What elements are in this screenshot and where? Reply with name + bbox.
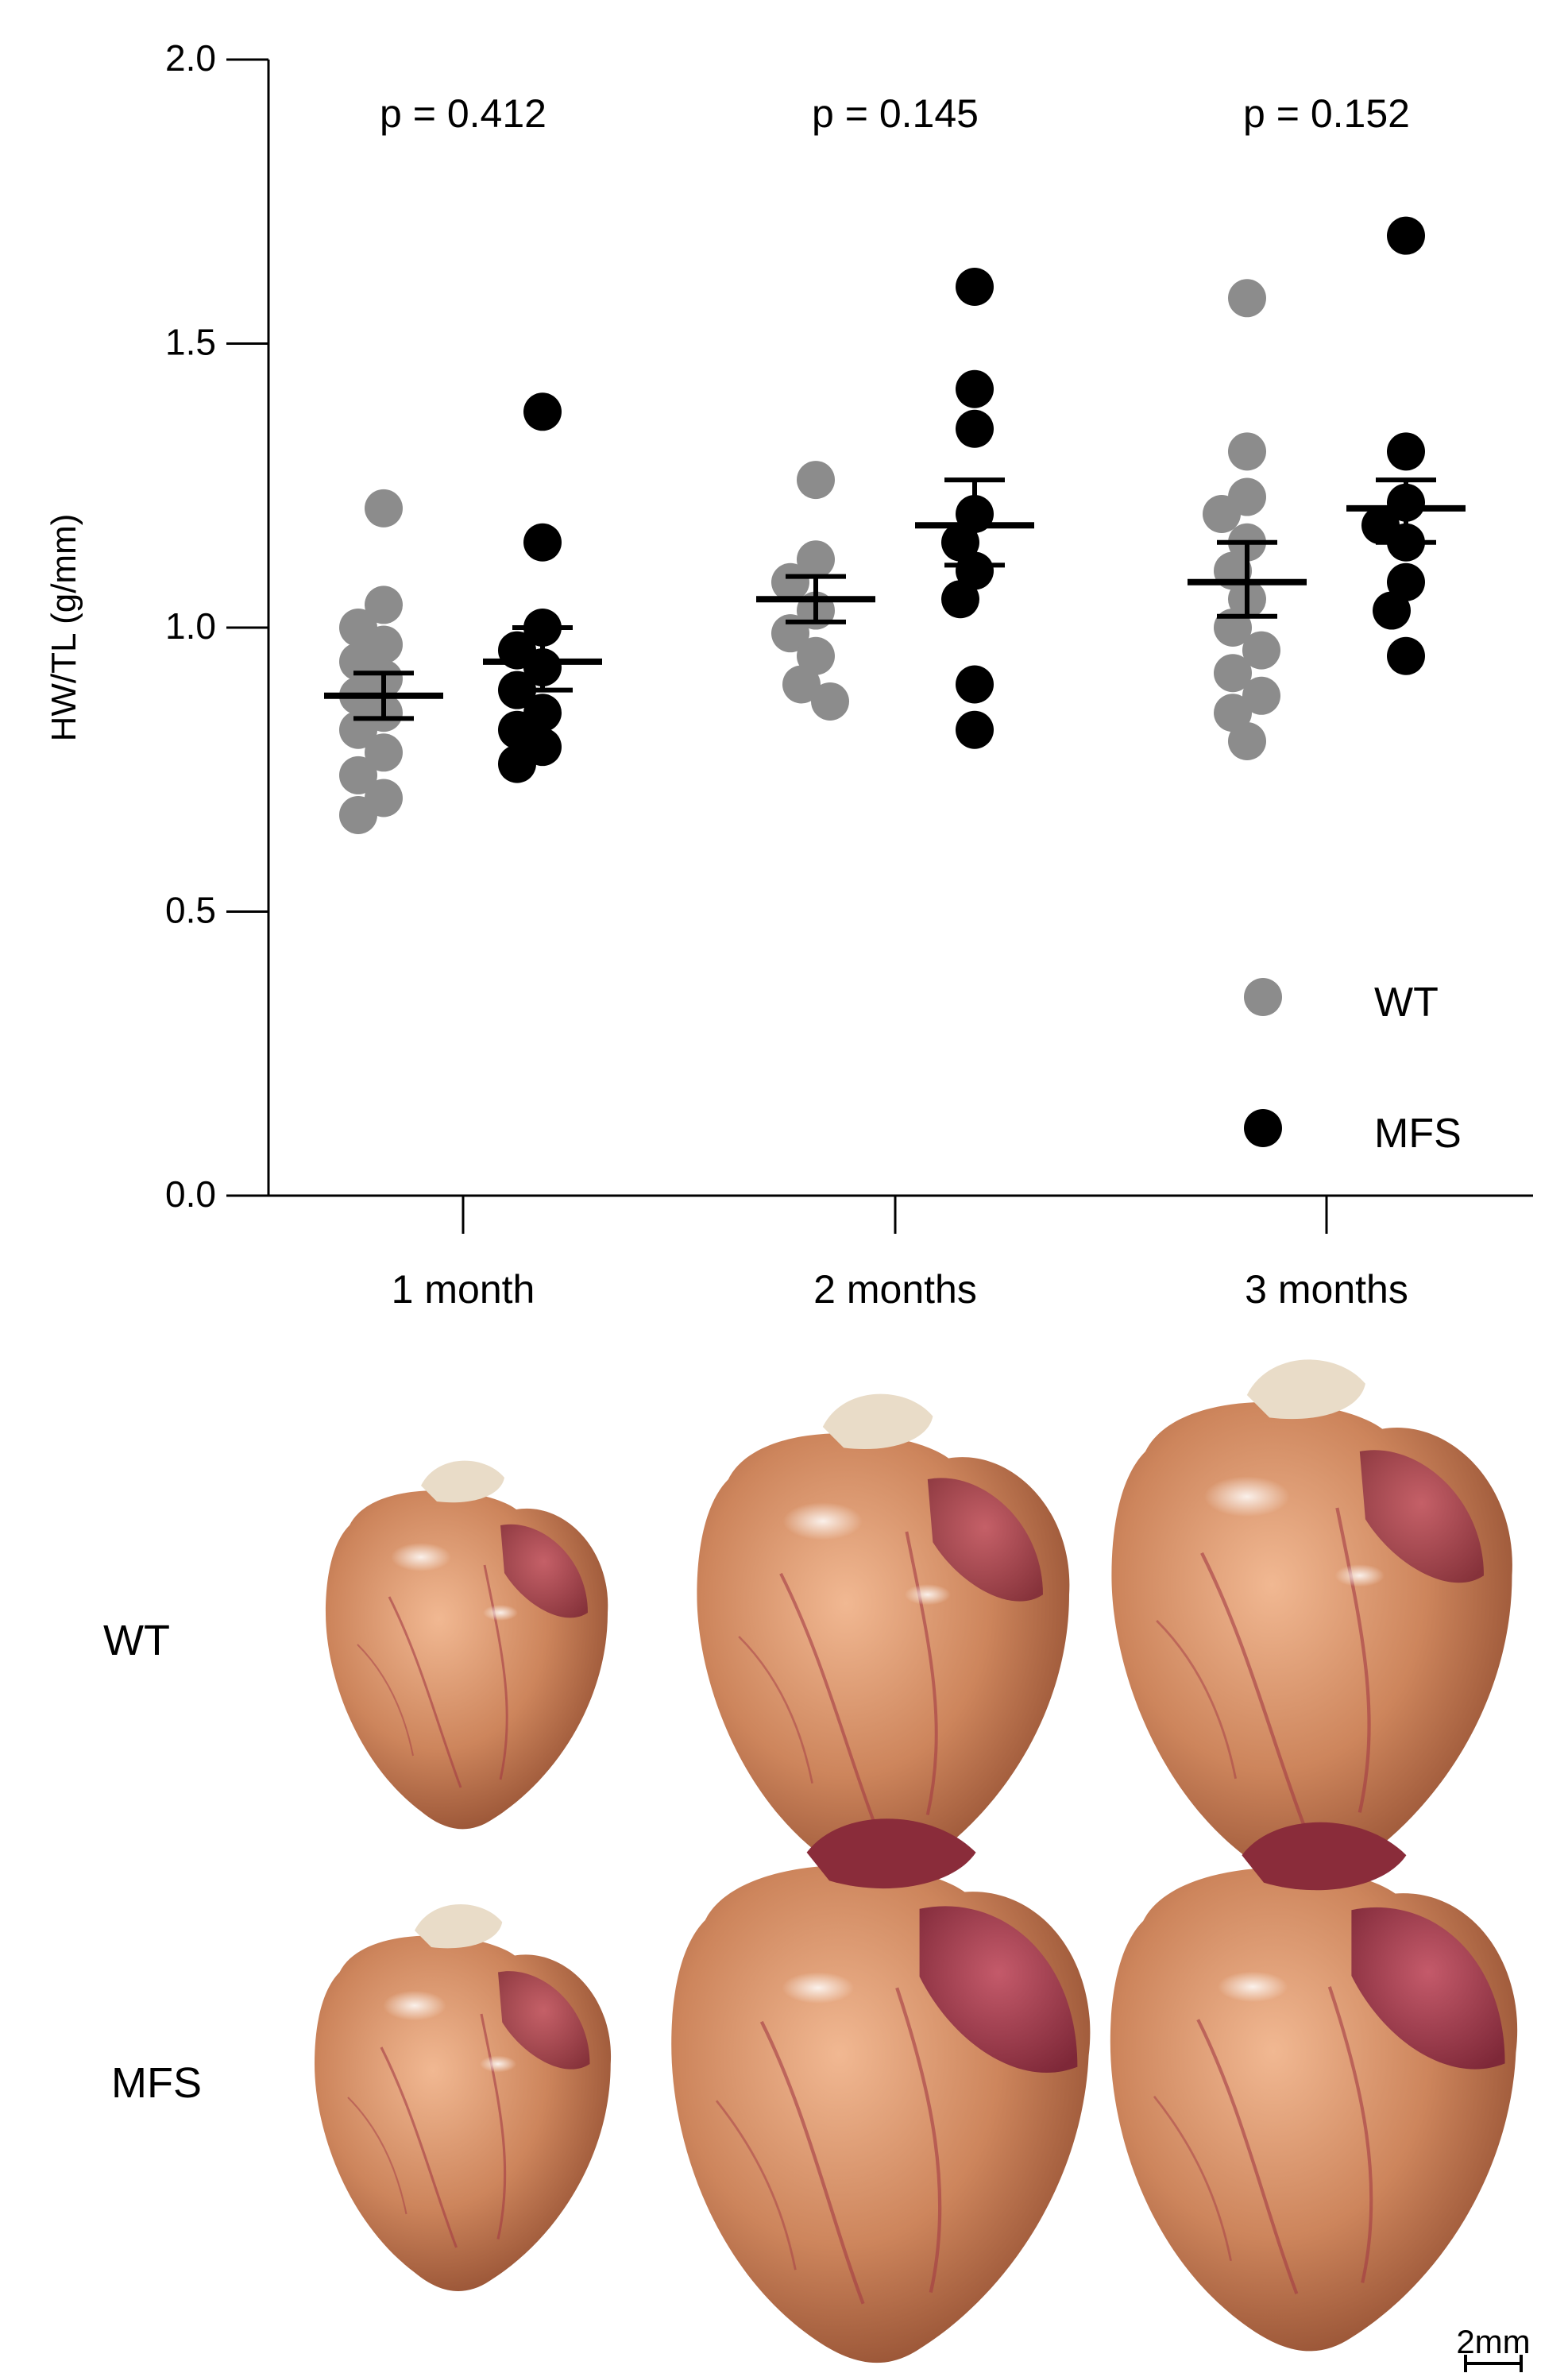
data-point-wt [1228,432,1266,471]
row-label-wt: WT [103,1617,170,1664]
p-value-label: p = 0.145 [812,91,979,136]
chart: 0.00.51.01.52.0 1 month 2 months 3 months … [44,37,1533,1312]
x-tick-label: 2 months [813,1267,977,1312]
heart-photo-mfs-1-month [313,1903,612,2293]
data-point-wt [782,665,821,704]
legend: WT MFS [1244,978,1462,1157]
heart-photo-wt-1-month [324,1459,609,1830]
data-point-wt [365,586,403,624]
data-point-wt [1214,654,1252,693]
legend-marker-wt [1244,978,1282,1016]
data-point-wt [797,636,835,675]
y-tick-label: 1.5 [165,322,216,363]
x-axis-ticks: 1 month 2 months 3 months [392,1196,1408,1312]
data-point-mfs [941,523,979,562]
data-point-wt [797,540,835,579]
data-point-mfs [956,268,994,306]
data-point-mfs [523,523,562,562]
y-tick-label: 0.0 [165,1173,216,1215]
data-point-wt [339,795,377,834]
scale-bar-label: 2mm [1456,2323,1530,2360]
y-tick-label: 0.5 [165,890,216,931]
data-point-mfs [1387,432,1425,471]
data-point-wt [797,461,835,500]
data-point-wt [1203,495,1241,533]
data-point-mfs [1387,216,1425,255]
data-point-mfs [956,665,994,704]
data-point-wt [365,489,403,528]
legend-label-mfs: MFS [1374,1111,1462,1157]
data-point-mfs [956,551,994,590]
data-point-mfs [523,392,562,431]
data-point-wt [365,733,403,772]
data-point-wt [1228,279,1266,318]
data-point-mfs [1373,591,1411,630]
y-tick-label: 2.0 [165,37,216,79]
data-point-mfs [956,409,994,448]
p-value-label: p = 0.412 [380,91,546,136]
data-point-mfs [1387,636,1425,675]
heart-photo-wt-3-months [1111,1359,1512,1882]
row-label-mfs: MFS [111,2059,202,2107]
data-point-wt [1228,722,1266,760]
heart-photo-mfs-3-months [1110,1822,1517,2352]
data-point-mfs [956,369,994,408]
data-point-wt [1242,676,1280,715]
p-value-label: p = 0.152 [1243,91,1410,136]
x-tick-label: 1 month [392,1267,535,1312]
y-axis-ticks: 0.0 0.5 1.0 1.5 2.0 [165,37,268,1215]
heart-photos: WT MFS 2mm [103,1359,1531,2372]
data-point-wt [1214,694,1252,732]
data-points [339,216,1425,834]
y-axis-label: HW/TL (g/mm) [44,514,83,742]
data-point-mfs [498,744,536,783]
data-point-wt [811,682,849,721]
legend-label-wt: WT [1374,980,1439,1026]
p-value-annotations: p = 0.412 p = 0.145 p = 0.152 [380,91,1410,136]
data-point-mfs [941,580,979,619]
heart-photo-mfs-2-months [671,1818,1090,2363]
heart-photo-wt-2-months [695,1392,1072,1882]
y-tick-label: 1.0 [165,605,216,647]
scale-bar: 2mm [1456,2323,1531,2372]
data-point-wt [339,756,377,794]
data-point-wt [1242,631,1280,670]
data-point-mfs [1387,562,1425,601]
mean-sem-bars [324,477,1466,721]
x-tick-label: 3 months [1245,1267,1408,1312]
data-point-wt [771,562,809,601]
legend-marker-mfs [1244,1109,1282,1147]
data-point-mfs [956,710,994,749]
